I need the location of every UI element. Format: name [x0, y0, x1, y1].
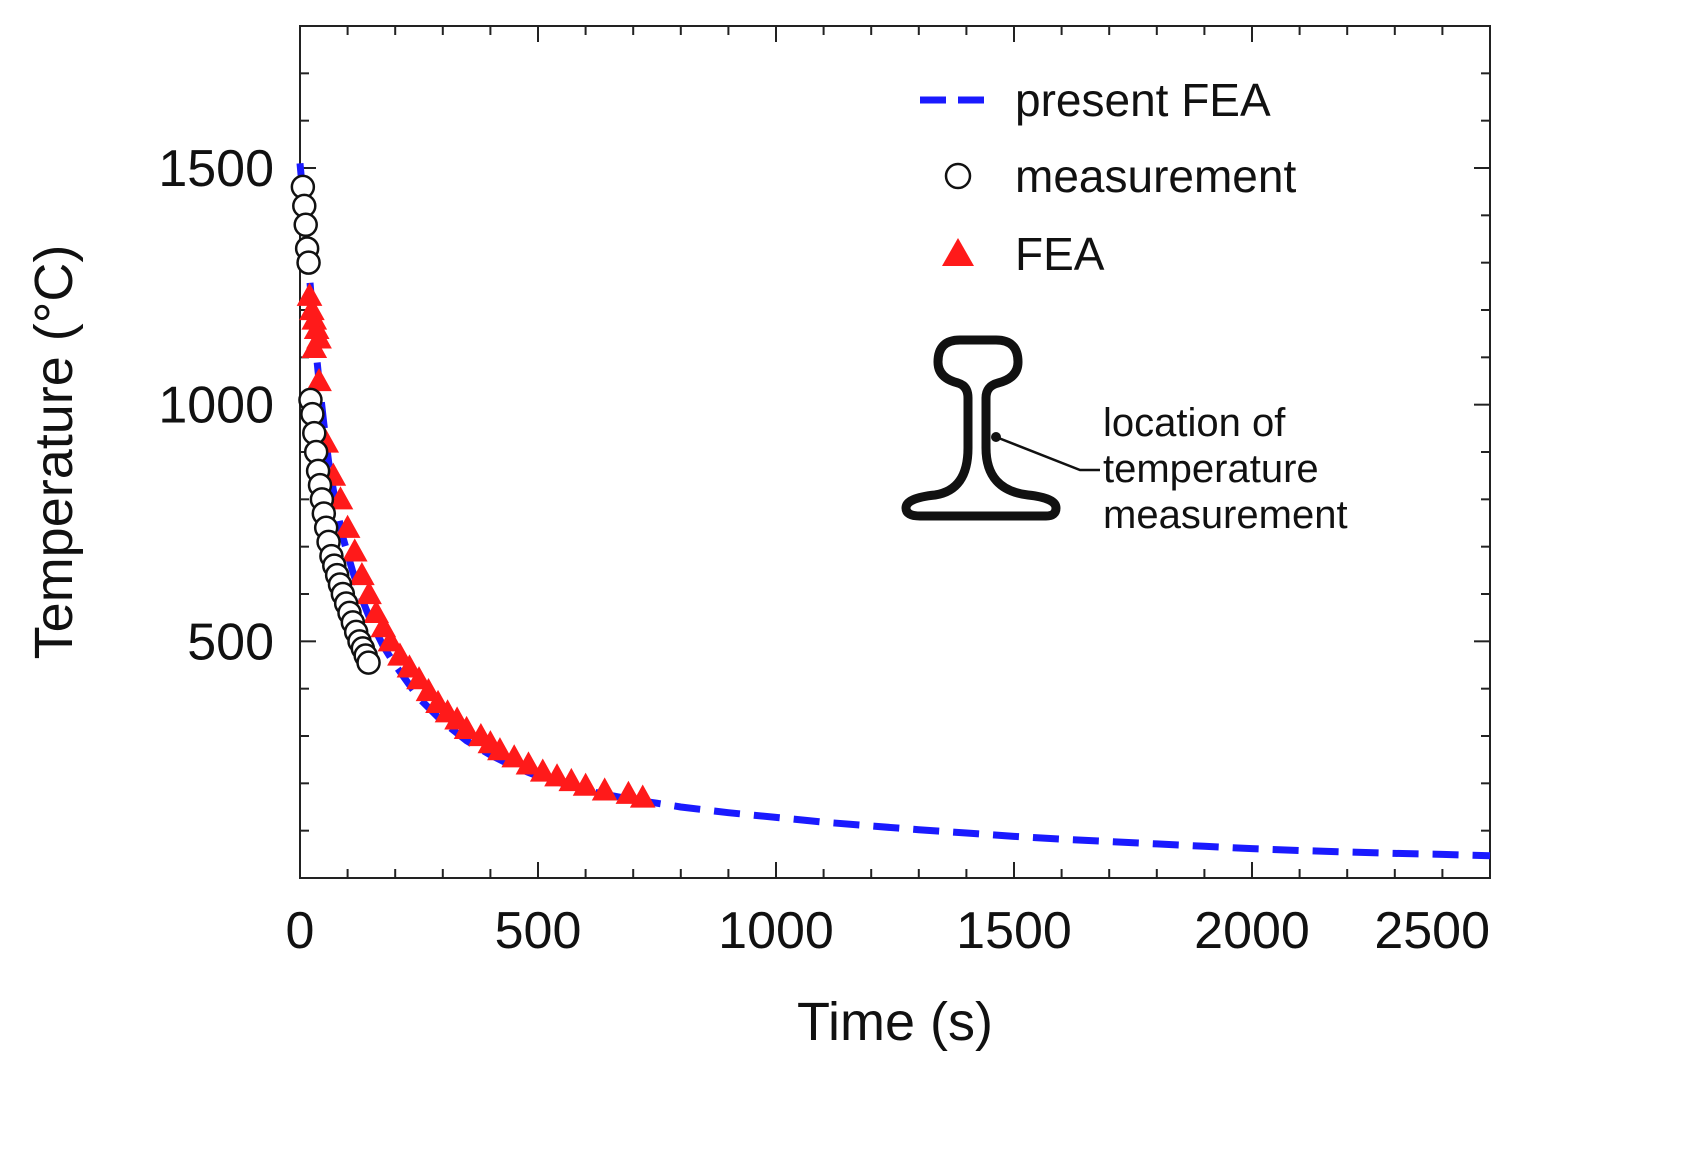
fea-point [301, 334, 328, 358]
fea-point [615, 780, 642, 804]
fea-point [356, 580, 382, 605]
fea-point [501, 744, 528, 768]
fea-point [629, 784, 656, 808]
y-tick-label: 500 [187, 613, 274, 671]
rail-annotation: location of temperature measurement [901, 335, 1348, 537]
fea-point [327, 486, 354, 510]
fea-point [558, 767, 585, 792]
x-axis-title: Time (s) [797, 992, 993, 1052]
measurement-point [356, 650, 381, 675]
x-tick-label: 500 [495, 902, 582, 960]
tick-labels-layer: 0 500 1000 1500 2000 2500 500 1000 1500 [158, 140, 1490, 960]
x-tick-label: 2000 [1194, 902, 1310, 960]
legend-label-fea: FEA [1015, 228, 1105, 280]
x-tick-label: 0 [286, 902, 315, 960]
x-tick-label: 1000 [718, 902, 834, 960]
fea-point [487, 737, 513, 761]
annotation-line-2: temperature [1103, 447, 1319, 491]
fea-point [334, 514, 361, 538]
measurement-point [293, 212, 318, 238]
fea-point [341, 538, 368, 562]
series-layer [290, 162, 1491, 860]
fea-point [406, 666, 432, 690]
measurement-point [296, 250, 321, 275]
legend: present FEA measurement FEA [920, 74, 1296, 280]
x-tick-label: 2500 [1374, 902, 1490, 960]
annotation-line-1: location of [1103, 401, 1286, 445]
legend-label-measurement: measurement [1015, 150, 1296, 202]
rail-profile-icon [901, 335, 1061, 521]
fea-point [529, 758, 556, 782]
fea-point [591, 777, 618, 801]
fea-point [306, 367, 332, 392]
legend-marker-fea [942, 238, 974, 266]
fea-point [415, 678, 442, 702]
fea-point [387, 642, 413, 666]
fea-point [453, 715, 480, 739]
fea-point [572, 772, 599, 796]
y-tick-label: 1000 [158, 377, 274, 435]
fea-point [396, 654, 423, 678]
annotation-line-3: measurement [1103, 493, 1348, 537]
y-axis-title: Temperature (°C) [24, 245, 84, 660]
fea-point [349, 562, 375, 586]
y-tick-label: 1500 [158, 140, 274, 198]
fea-point [377, 628, 404, 652]
fea-point [544, 763, 570, 787]
annotation-leader-line [995, 435, 1100, 472]
x-tick-label: 1500 [956, 902, 1072, 960]
fea-point [515, 751, 542, 775]
legend-marker-measurement [944, 162, 972, 190]
legend-label-present-fea: present FEA [1015, 74, 1271, 126]
